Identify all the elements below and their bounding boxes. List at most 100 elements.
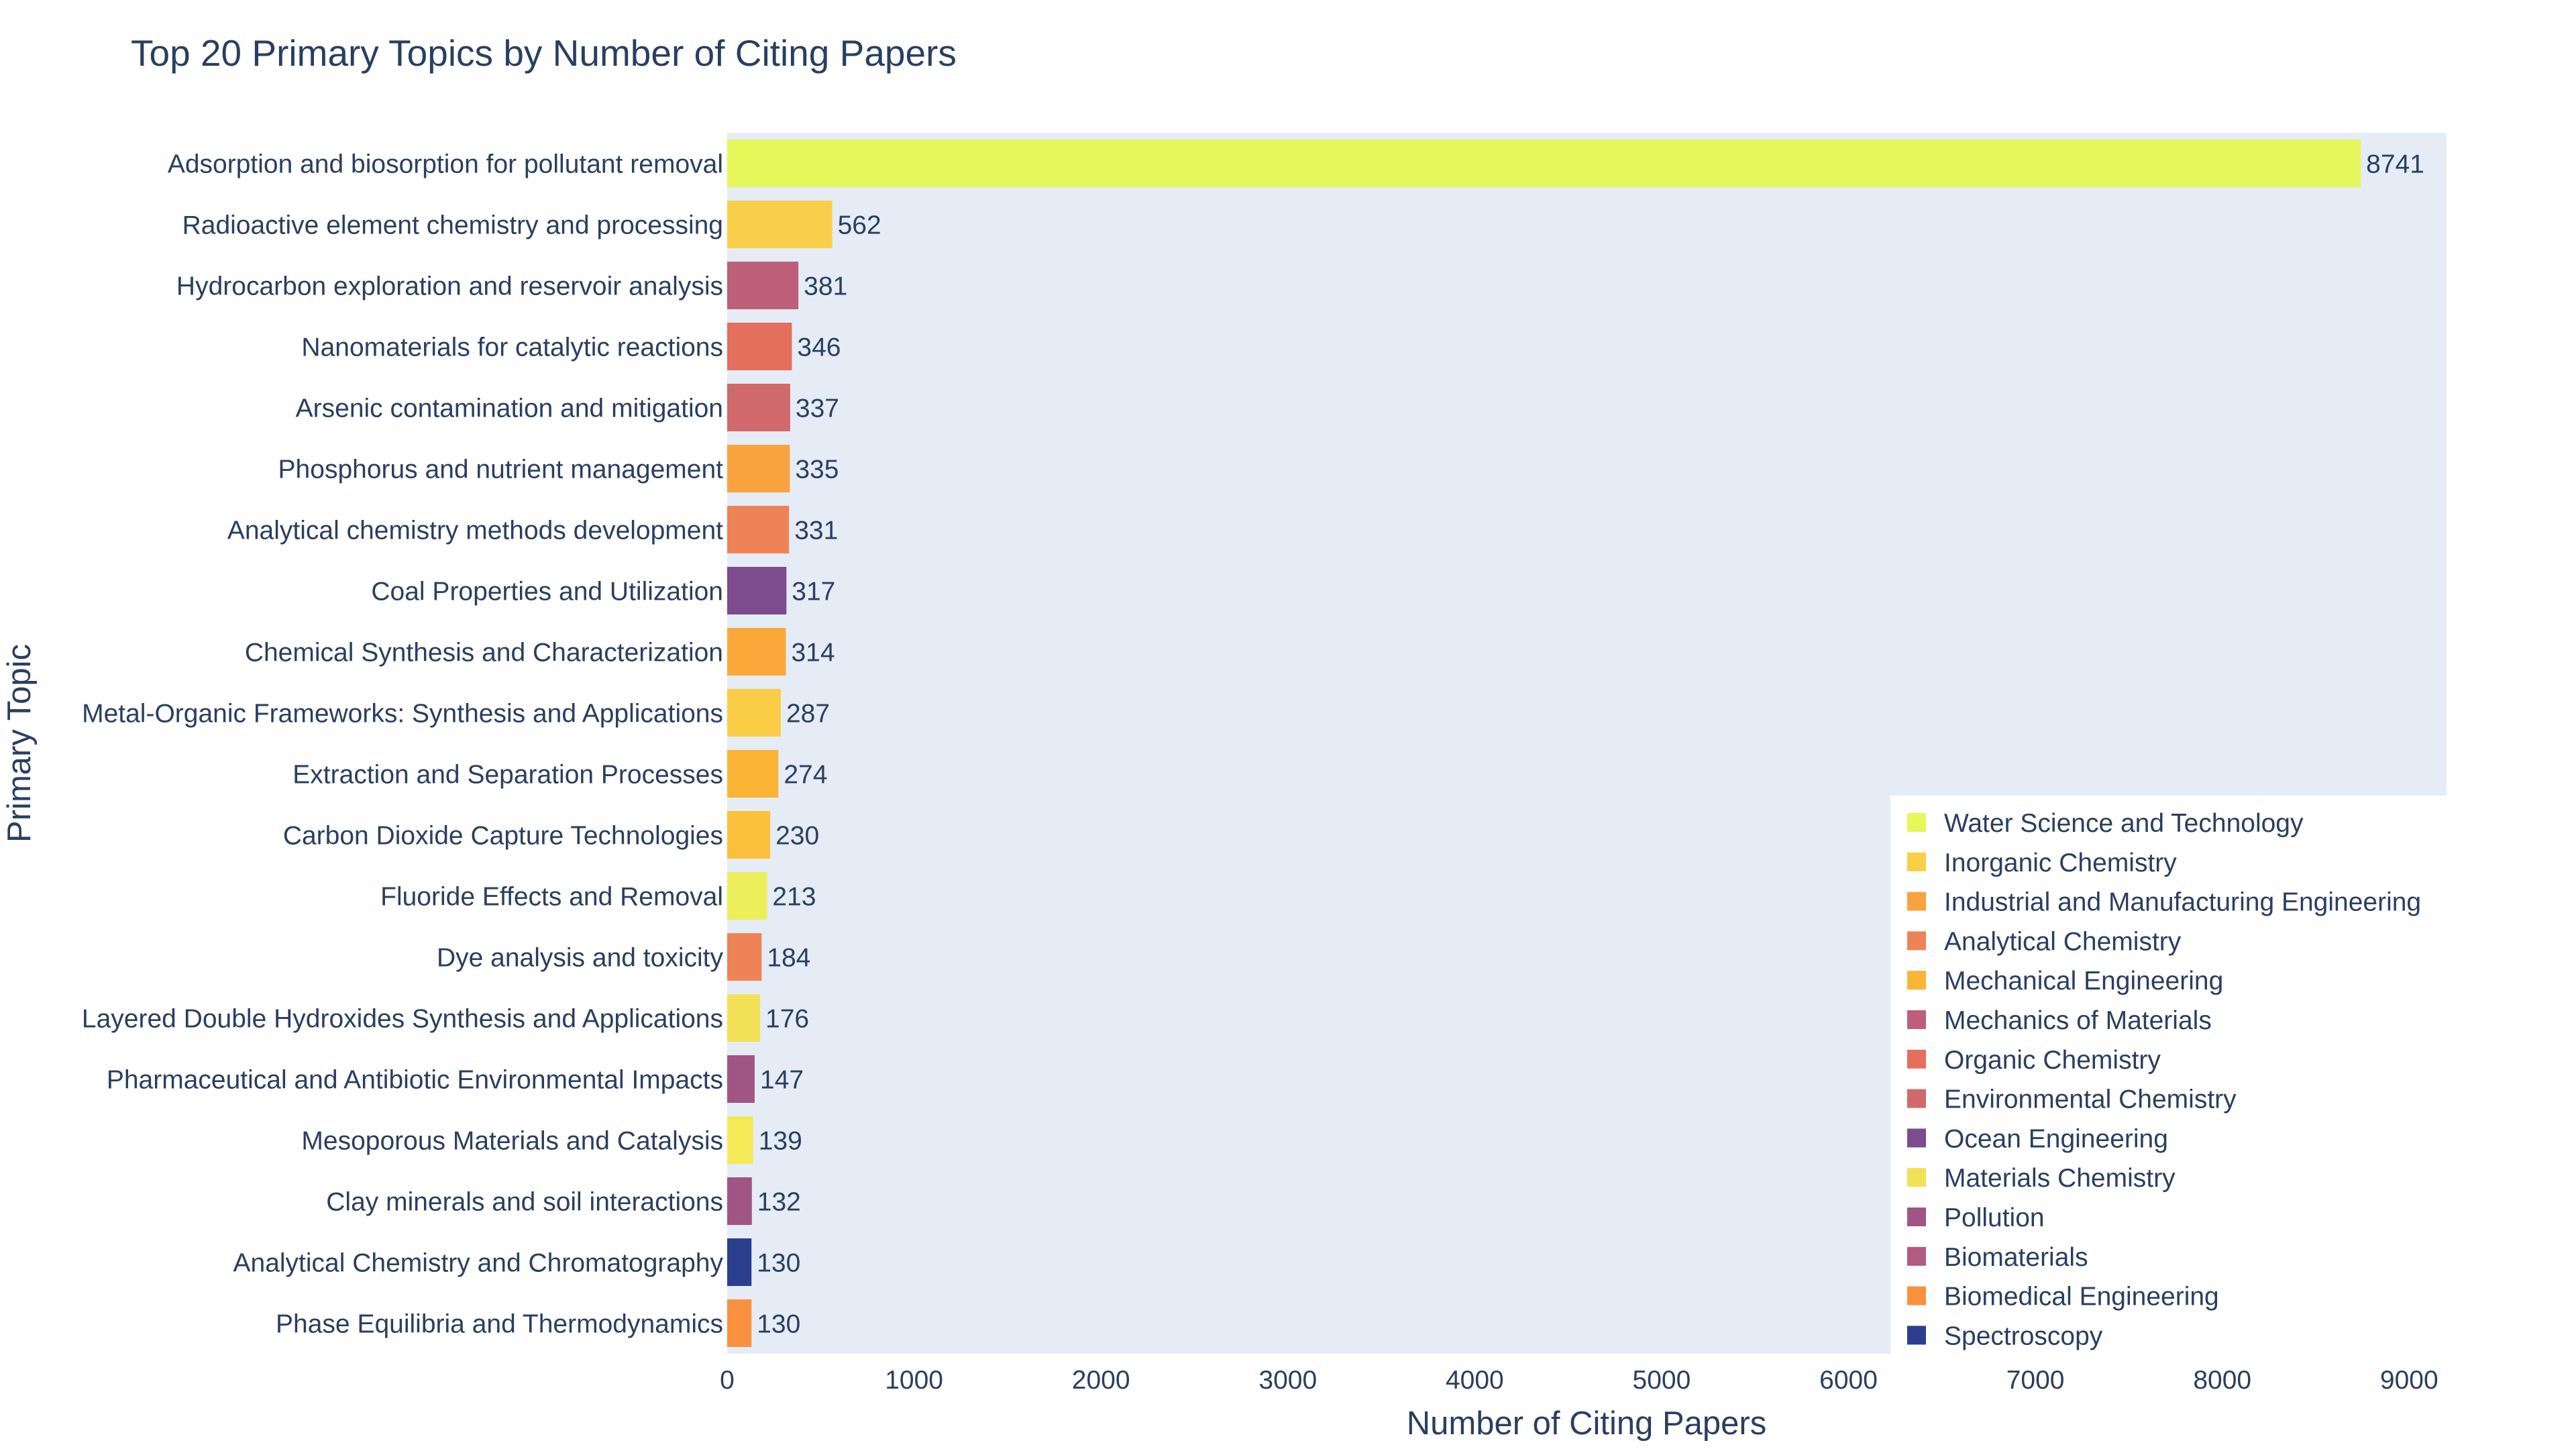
category-label: Carbon Dioxide Capture Technologies bbox=[283, 822, 723, 851]
category-label: Coal Properties and Utilization bbox=[371, 578, 723, 606]
bar bbox=[727, 201, 833, 248]
category-label: Clay minerals and soil interactions bbox=[326, 1188, 723, 1217]
value-label: 287 bbox=[786, 700, 830, 729]
category-label: Analytical Chemistry and Chromatography bbox=[233, 1249, 724, 1278]
x-axis-ticks: 0 1000 2000 3000 4000 5000 6000 7000 8000 9000 bbox=[720, 1366, 2438, 1395]
category-label: Layered Double Hydroxides Synthesis and … bbox=[82, 1005, 723, 1034]
legend-swatch bbox=[1907, 1286, 1926, 1305]
legend-swatch bbox=[1907, 1246, 1926, 1266]
legend-label: Inorganic Chemistry bbox=[1944, 849, 2177, 877]
legend-background bbox=[1890, 796, 2447, 1354]
bars-group bbox=[727, 140, 2361, 1347]
category-labels: Adsorption and biosorption for pollutant… bbox=[82, 150, 724, 1339]
category-label: Dye analysis and toxicity bbox=[437, 944, 724, 973]
legend-swatch bbox=[1907, 1089, 1926, 1108]
legend-label: Pollution bbox=[1944, 1203, 2045, 1232]
value-label: 176 bbox=[765, 1005, 809, 1034]
bar bbox=[727, 628, 786, 676]
x-axis-title: Number of Citing Papers bbox=[1407, 1405, 1767, 1442]
bar bbox=[727, 750, 779, 798]
bar bbox=[727, 933, 762, 981]
x-tick-label: 7000 bbox=[2006, 1366, 2065, 1395]
value-label: 337 bbox=[796, 394, 839, 423]
value-label: 132 bbox=[757, 1188, 801, 1217]
bar bbox=[727, 384, 790, 431]
legend-label: Biomedical Engineering bbox=[1944, 1283, 2219, 1311]
bar bbox=[727, 262, 799, 309]
category-label: Chemical Synthesis and Characterization bbox=[245, 639, 723, 667]
y-axis-title: Primary Topic bbox=[1, 644, 38, 843]
legend-swatch bbox=[1907, 1049, 1926, 1069]
value-label: 346 bbox=[797, 333, 841, 362]
x-tick-label: 8000 bbox=[2193, 1366, 2251, 1395]
legend-swatch bbox=[1907, 852, 1926, 871]
x-tick-label: 3000 bbox=[1258, 1366, 1317, 1395]
category-label: Pharmaceutical and Antibiotic Environmen… bbox=[107, 1066, 723, 1095]
x-tick-label: 1000 bbox=[885, 1366, 943, 1395]
legend-label: Mechanics of Materials bbox=[1944, 1006, 2212, 1035]
value-labels: 8741 562 381 346 337 335 331 317 314 287 274 230 213… bbox=[757, 150, 2424, 1339]
category-label: Hydrocarbon exploration and reservoir an… bbox=[176, 272, 723, 301]
value-label: 8741 bbox=[2366, 150, 2424, 179]
category-label: Analytical chemistry methods development bbox=[227, 517, 723, 545]
category-label: Radioactive element chemistry and proces… bbox=[182, 211, 723, 240]
bar bbox=[727, 1116, 753, 1164]
bar bbox=[727, 140, 2361, 187]
bar bbox=[727, 811, 771, 859]
legend-label: Environmental Chemistry bbox=[1944, 1085, 2237, 1114]
category-label: Mesoporous Materials and Catalysis bbox=[301, 1127, 723, 1156]
value-label: 335 bbox=[795, 455, 839, 484]
legend-swatch bbox=[1907, 1010, 1926, 1029]
x-tick-label: 9000 bbox=[2380, 1366, 2438, 1395]
bar bbox=[727, 1299, 752, 1347]
legend: Water Science and Technology Inorganic Ch… bbox=[1890, 796, 2447, 1354]
bar bbox=[727, 1055, 755, 1103]
legend-label: Industrial and Manufacturing Engineering bbox=[1944, 888, 2421, 917]
x-tick-label: 0 bbox=[720, 1366, 735, 1395]
x-tick-label: 2000 bbox=[1072, 1366, 1130, 1395]
x-tick-label: 4000 bbox=[1446, 1366, 1504, 1395]
legend-swatch bbox=[1907, 971, 1926, 990]
category-label: Phase Equilibria and Thermodynamics bbox=[276, 1310, 723, 1339]
legend-swatch bbox=[1907, 813, 1926, 832]
legend-label: Mechanical Engineering bbox=[1944, 967, 2223, 996]
bar bbox=[727, 323, 792, 370]
bar bbox=[727, 1177, 752, 1225]
value-label: 274 bbox=[784, 761, 827, 790]
legend-swatch bbox=[1907, 892, 1926, 911]
bar bbox=[727, 689, 781, 737]
bar bbox=[727, 506, 790, 553]
category-label: Fluoride Effects and Removal bbox=[380, 883, 723, 912]
bar bbox=[727, 1238, 752, 1286]
value-label: 381 bbox=[804, 272, 847, 301]
legend-label: Organic Chemistry bbox=[1944, 1046, 2161, 1075]
category-label: Arsenic contamination and mitigation bbox=[296, 394, 723, 423]
category-label: Extraction and Separation Processes bbox=[292, 761, 723, 790]
category-label: Adsorption and biosorption for pollutant… bbox=[168, 150, 723, 179]
value-label: 213 bbox=[772, 883, 816, 912]
legend-swatch bbox=[1907, 931, 1926, 951]
legend-label: Analytical Chemistry bbox=[1944, 927, 2182, 956]
value-label: 314 bbox=[791, 639, 835, 667]
value-label: 562 bbox=[838, 211, 881, 240]
bar bbox=[727, 872, 767, 920]
legend-label: Materials Chemistry bbox=[1944, 1164, 2176, 1193]
legend-label: Biomaterials bbox=[1944, 1243, 2088, 1272]
value-label: 130 bbox=[757, 1310, 800, 1339]
legend-swatch bbox=[1907, 1326, 1926, 1345]
legend-label: Water Science and Technology bbox=[1944, 809, 2304, 838]
category-label: Metal-Organic Frameworks: Synthesis and … bbox=[82, 700, 723, 729]
category-label: Nanomaterials for catalytic reactions bbox=[301, 333, 723, 362]
value-label: 230 bbox=[775, 822, 819, 851]
value-label: 147 bbox=[760, 1066, 804, 1095]
value-label: 184 bbox=[767, 944, 810, 973]
x-tick-label: 5000 bbox=[1633, 1366, 1691, 1395]
chart-title: Top 20 Primary Topics by Number of Citin… bbox=[131, 32, 957, 74]
value-label: 317 bbox=[792, 578, 835, 606]
bar bbox=[727, 994, 761, 1042]
legend-label: Spectroscopy bbox=[1944, 1322, 2103, 1350]
legend-swatch bbox=[1907, 1208, 1926, 1226]
bar bbox=[727, 567, 787, 614]
